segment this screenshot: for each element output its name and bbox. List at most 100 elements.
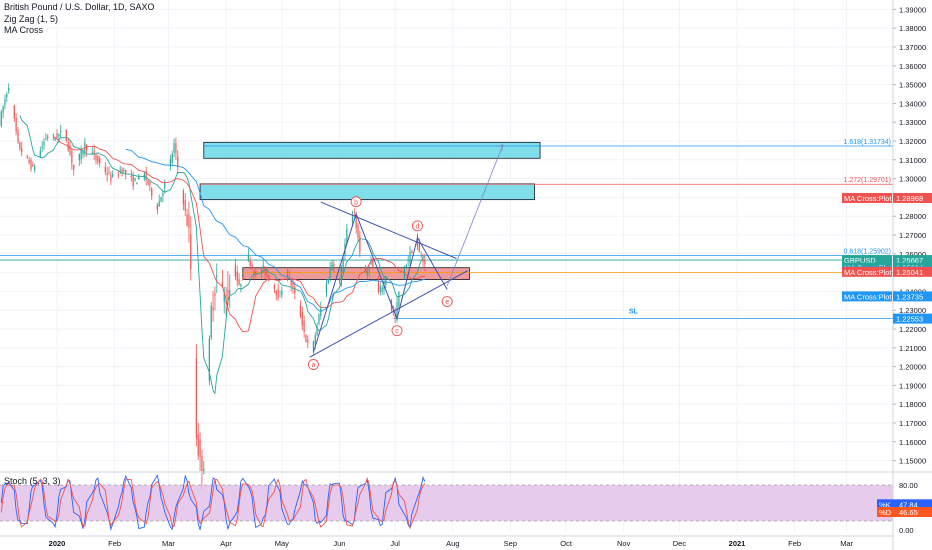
zones — [199, 141, 541, 280]
candle-body — [52, 134, 54, 136]
candle-body — [151, 188, 153, 196]
candle-body — [54, 137, 56, 141]
candle-body — [292, 281, 294, 289]
candle-body — [110, 175, 112, 182]
stoch-band — [0, 485, 893, 521]
candle-body — [221, 281, 223, 287]
candle-body — [43, 141, 45, 146]
wave-label-e: e — [445, 299, 449, 306]
stoch-tag-name-label-1: %D — [879, 508, 892, 517]
candle-body — [30, 160, 32, 170]
candle-body — [240, 284, 242, 286]
candle-body — [143, 173, 145, 179]
legend-title[interactable]: British Pound / U.S. Dollar, 1D, SAXO — [4, 2, 155, 12]
wave-label-circle-c — [391, 325, 403, 337]
candle-body — [294, 287, 296, 293]
candle-body — [236, 271, 238, 282]
time-tick-label-11: Dec — [673, 539, 687, 548]
price-tick-label-3: 1.36000 — [899, 62, 926, 71]
candle-body — [175, 143, 177, 154]
ma-plot-5-value-tag — [893, 291, 932, 302]
candle-body — [160, 196, 162, 202]
candle-body — [281, 291, 283, 296]
candle-body — [156, 204, 158, 210]
candle-body — [21, 148, 23, 153]
candle-body — [416, 235, 419, 247]
candle-body — [329, 267, 331, 278]
wave-label-circle-e — [441, 296, 453, 307]
stoch-tag-name-label-0: %K — [879, 500, 891, 509]
price-tick-label-2: 1.37000 — [899, 43, 926, 52]
candle-body — [340, 266, 342, 286]
stoch-tag-name-0 — [877, 499, 893, 510]
price-tick-label-16: 1.23000 — [899, 306, 926, 315]
candle-body — [286, 272, 288, 277]
ma-plot-4-value-tag — [893, 266, 932, 277]
candle-body — [424, 260, 426, 264]
candle-body — [305, 335, 307, 343]
candle-body — [15, 117, 17, 132]
time-tick-label-12: 2021 — [729, 539, 746, 548]
candle-body — [158, 201, 160, 207]
sl-value-label: 1.22553 — [896, 315, 923, 324]
candle-body — [73, 164, 75, 170]
candle-body — [301, 312, 303, 326]
candle-body — [123, 169, 125, 172]
candle-body — [13, 105, 15, 119]
gbpusd-value-label: 1.25667 — [896, 256, 923, 265]
candle-body — [299, 305, 301, 317]
ma-plot-1-name-label: MA Cross:Plot — [844, 194, 892, 203]
price-tick-label-20: 1.19000 — [899, 381, 926, 390]
candle-body — [381, 287, 383, 292]
candle-body — [396, 302, 398, 319]
candle-body — [91, 152, 93, 155]
ma-mid-line — [53, 136, 425, 333]
candle-body — [262, 265, 264, 269]
legend-stoch[interactable]: Stoch (5, 3, 3) — [4, 476, 61, 486]
legend-ma[interactable]: MA Cross — [4, 25, 44, 35]
candle-body — [26, 155, 28, 158]
price-tick-label-13: 1.26000 — [899, 250, 926, 259]
candle-body — [71, 151, 73, 164]
price-tick-label-24: 1.15000 — [899, 457, 926, 466]
fib-label-3: 0.618(1.25902) — [844, 249, 891, 256]
wave-label-a: a — [311, 362, 315, 369]
drawings[interactable]: a b c d e SL 1.618(1.31734) 1.272(1.29701) 0.618… — [307, 139, 891, 370]
candle-body — [279, 295, 281, 297]
candle-body — [182, 190, 184, 205]
candle-body — [331, 262, 333, 270]
candle-body — [186, 214, 188, 226]
candle-body — [138, 175, 140, 180]
time-tick-label-4: May — [275, 539, 289, 548]
candle-body — [56, 133, 58, 139]
candle-body — [4, 99, 6, 106]
candle-body — [34, 166, 36, 170]
candle-body — [359, 236, 361, 253]
price-tick-label-7: 1.32000 — [899, 137, 926, 146]
candle-body — [28, 159, 30, 164]
time-axis[interactable]: 2020 Feb Mar Apr May Jun Jul Aug Sep Oct Nov Dec 202… — [0, 535, 893, 548]
price-axis[interactable]: 1.39000 1.38000 1.37000 1.36000 1.35000 1.340… — [892, 0, 926, 550]
candle-body — [195, 358, 197, 438]
stoch-tag-value-label-1: 46.65 — [899, 508, 918, 517]
candle-body — [130, 175, 132, 178]
candle-body — [117, 174, 119, 176]
candle-body — [418, 243, 420, 253]
candle-body — [164, 182, 166, 188]
gbpusd-value-tag — [893, 255, 932, 266]
candle-body — [273, 284, 275, 289]
candle-body — [99, 158, 101, 164]
candle-body — [58, 134, 60, 137]
time-tick-label-6: Jul — [390, 539, 400, 548]
price-tick-label-19: 1.20000 — [899, 363, 926, 372]
price-tick-label-23: 1.16000 — [899, 438, 926, 447]
candle-body — [162, 192, 164, 197]
sl-label: SL — [629, 309, 639, 316]
ma-plot-1-value-tag — [893, 193, 932, 204]
legend-zigzag[interactable]: Zig Zag (1, 5) — [4, 14, 59, 24]
candle-body — [264, 266, 266, 275]
ma-fast-line — [19, 115, 425, 395]
price-tick-label-11: 1.28000 — [899, 212, 926, 221]
candle-body — [277, 288, 279, 299]
